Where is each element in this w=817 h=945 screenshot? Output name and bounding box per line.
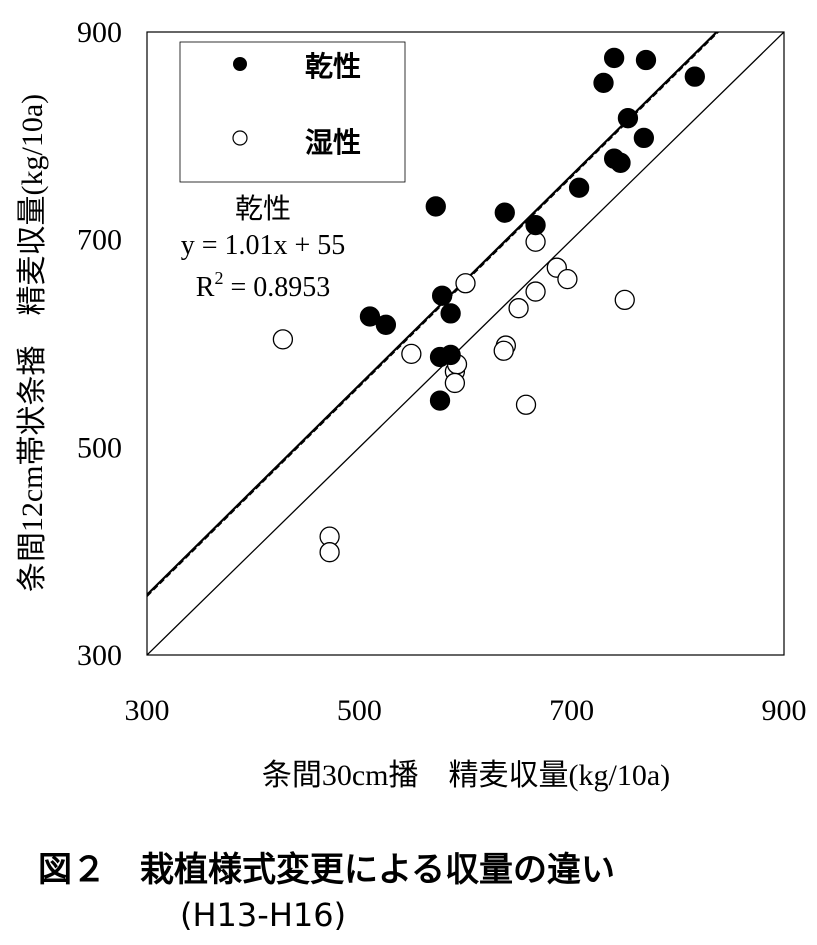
r2-superscript: 2 (214, 268, 223, 288)
data-point (440, 344, 461, 366)
data-point (429, 390, 451, 411)
data-point (568, 177, 590, 198)
x-tick-label: 500 (337, 694, 382, 727)
series-dry (359, 47, 705, 411)
data-point (425, 196, 446, 217)
y-tick-label: 500 (77, 431, 122, 464)
y-tick-label: 700 (77, 224, 122, 257)
data-point (617, 108, 639, 129)
annotation-equation: y = 1.01x + 55 (181, 230, 346, 261)
y-tick-label: 900 (77, 16, 122, 49)
points-layer (272, 47, 705, 563)
annotation-r2: R2 = 0.8953 (196, 268, 330, 303)
data-point (444, 372, 466, 394)
x-tick-label: 700 (549, 694, 594, 727)
x-axis-title: 条間30cm播 精麦収量(kg/10a) (262, 759, 670, 792)
data-point (603, 47, 625, 69)
legend: 乾性 湿性 (179, 41, 406, 183)
data-point (525, 214, 546, 236)
legend-label-dry: 乾性 (305, 50, 361, 83)
reference-line-1to1 (147, 32, 784, 655)
y-axis-title: 条間12cm帯状条播 精麦収量(kg/10a) (16, 94, 49, 592)
legend-marker-wet (232, 130, 248, 146)
scatter-chart: 300 500 700 900 300 500 700 900 条間30cm播 精麦収量(k… (16, 16, 807, 792)
data-point (508, 298, 529, 319)
y-tick-label: 300 (77, 639, 122, 672)
data-point (525, 281, 546, 302)
data-point (272, 329, 294, 350)
data-point (557, 268, 578, 290)
data-point (494, 202, 515, 223)
r2-prefix: R (196, 272, 215, 303)
y-tick-labels: 300 500 700 900 (77, 16, 122, 672)
data-point (401, 343, 422, 365)
data-point (610, 152, 631, 173)
data-point (440, 303, 461, 324)
data-point (515, 394, 537, 415)
annotation-series-name: 乾性 (235, 193, 291, 225)
r2-value: = 0.8953 (223, 272, 330, 303)
figure-caption-period: (H13-H16) (180, 896, 347, 934)
data-point (614, 289, 635, 311)
data-point (633, 127, 655, 149)
data-point (431, 285, 453, 306)
x-tick-label: 900 (762, 694, 807, 727)
legend-box (179, 41, 406, 183)
data-point (359, 306, 381, 327)
data-point (493, 340, 514, 361)
figure-caption: 図２ 栽植様式変更による収量の違い (38, 850, 615, 890)
data-point (375, 314, 397, 335)
regression-annotation: 乾性 y = 1.01x + 55 R2 = 0.8953 (181, 193, 346, 303)
x-tick-labels: 300 500 700 900 (125, 694, 807, 727)
regression-line-dashed (147, 32, 720, 597)
data-point (684, 66, 705, 87)
legend-label-wet: 湿性 (305, 126, 361, 159)
data-point (635, 49, 657, 71)
series-wet (272, 231, 635, 563)
data-point (593, 72, 614, 94)
data-point (455, 273, 476, 294)
x-tick-label: 300 (125, 694, 170, 727)
data-point (319, 542, 340, 563)
legend-marker-dry (233, 57, 247, 71)
